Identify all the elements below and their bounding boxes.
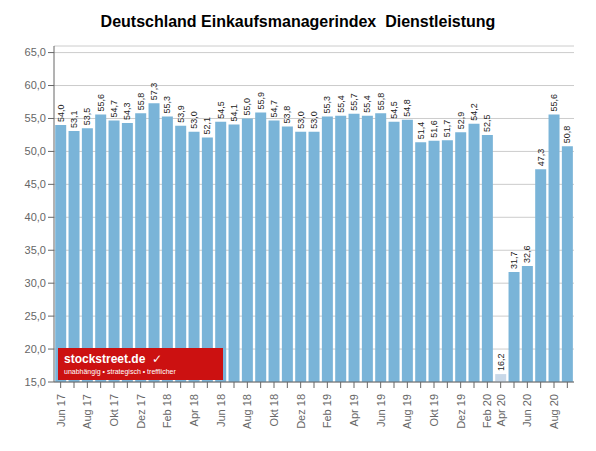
svg-text:57,3: 57,3 bbox=[149, 83, 159, 101]
svg-text:45,0: 45,0 bbox=[25, 178, 46, 190]
svg-text:55,3: 55,3 bbox=[162, 96, 172, 114]
svg-text:51,6: 51,6 bbox=[429, 120, 439, 138]
svg-text:53,1: 53,1 bbox=[69, 110, 79, 128]
svg-text:20,0: 20,0 bbox=[25, 343, 46, 355]
svg-text:53,9: 53,9 bbox=[176, 105, 186, 123]
svg-text:52,9: 52,9 bbox=[456, 112, 466, 130]
svg-text:55,4: 55,4 bbox=[362, 95, 372, 113]
svg-text:Feb 18: Feb 18 bbox=[161, 394, 173, 428]
svg-text:54,7: 54,7 bbox=[109, 100, 119, 118]
svg-text:Jun 19: Jun 19 bbox=[375, 394, 387, 427]
svg-text:54,3: 54,3 bbox=[122, 103, 132, 121]
svg-text:Aug 19: Aug 19 bbox=[401, 394, 413, 429]
svg-text:16,2: 16,2 bbox=[496, 354, 506, 372]
svg-text:30,0: 30,0 bbox=[25, 277, 46, 289]
svg-text:55,4: 55,4 bbox=[336, 95, 346, 113]
svg-text:40,0: 40,0 bbox=[25, 211, 46, 223]
svg-text:54,2: 54,2 bbox=[469, 103, 479, 121]
svg-text:54,5: 54,5 bbox=[216, 101, 226, 119]
svg-text:Aug 20: Aug 20 bbox=[548, 394, 560, 429]
svg-text:Okt 19: Okt 19 bbox=[428, 394, 440, 426]
svg-text:Okt 17: Okt 17 bbox=[108, 394, 120, 426]
svg-text:53,0: 53,0 bbox=[309, 111, 319, 129]
svg-text:Jun 17: Jun 17 bbox=[55, 394, 67, 427]
svg-text:54,0: 54,0 bbox=[56, 105, 66, 123]
svg-text:15,0: 15,0 bbox=[25, 376, 46, 388]
svg-text:55,6: 55,6 bbox=[96, 94, 106, 112]
svg-text:31,7: 31,7 bbox=[509, 251, 519, 269]
svg-text:Feb 20: Feb 20 bbox=[481, 394, 493, 428]
html-text:unabhängig • strategisch • tre: unabhängig • strategisch • trefflicher bbox=[64, 368, 176, 375]
svg-text:Aug 17: Aug 17 bbox=[81, 394, 93, 429]
svg-text:50,0: 50,0 bbox=[25, 145, 46, 157]
svg-text:53,5: 53,5 bbox=[82, 108, 92, 126]
svg-text:25,0: 25,0 bbox=[25, 310, 46, 322]
svg-text:53,0: 53,0 bbox=[296, 111, 306, 129]
svg-text:Dez 19: Dez 19 bbox=[455, 394, 467, 429]
svg-text:54,8: 54,8 bbox=[402, 99, 412, 117]
svg-text:Apr 18: Apr 18 bbox=[188, 394, 200, 426]
svg-text:52,5: 52,5 bbox=[482, 114, 492, 132]
svg-text:Okt 18: Okt 18 bbox=[268, 394, 280, 426]
svg-text:54,1: 54,1 bbox=[229, 104, 239, 122]
svg-text:51,7: 51,7 bbox=[442, 120, 452, 138]
svg-text:47,3: 47,3 bbox=[536, 149, 546, 167]
svg-text:Aug 18: Aug 18 bbox=[241, 394, 253, 429]
svg-text:Dez 17: Dez 17 bbox=[135, 394, 147, 429]
svg-text:55,0: 55,0 bbox=[242, 98, 252, 116]
svg-text:Apr 20: Apr 20 bbox=[495, 394, 507, 426]
svg-text:50,8: 50,8 bbox=[562, 126, 572, 144]
svg-text:55,6: 55,6 bbox=[549, 94, 559, 112]
svg-text:60,0: 60,0 bbox=[25, 79, 46, 91]
svg-text:Feb 19: Feb 19 bbox=[321, 394, 333, 428]
svg-text:55,0: 55,0 bbox=[25, 112, 46, 124]
svg-text:55,8: 55,8 bbox=[136, 93, 146, 111]
svg-text:55,9: 55,9 bbox=[256, 92, 266, 110]
svg-text:65,0: 65,0 bbox=[25, 46, 46, 58]
svg-text:52,1: 52,1 bbox=[202, 117, 212, 135]
svg-text:53,0: 53,0 bbox=[189, 111, 199, 129]
svg-text:54,7: 54,7 bbox=[269, 100, 279, 118]
svg-text:35,0: 35,0 bbox=[25, 244, 46, 256]
svg-text:53,8: 53,8 bbox=[282, 106, 292, 124]
html-text:Deutschland Einkaufsmanagerind: Deutschland Einkaufsmanagerindex Dienstl… bbox=[100, 13, 496, 30]
svg-text:55,3: 55,3 bbox=[322, 96, 332, 114]
html-text:stockstreet.de ✓: stockstreet.de ✓ bbox=[64, 352, 163, 366]
svg-text:Dez 18: Dez 18 bbox=[295, 394, 307, 429]
svg-text:Jun 18: Jun 18 bbox=[215, 394, 227, 427]
svg-text:55,7: 55,7 bbox=[349, 93, 359, 111]
svg-text:51,4: 51,4 bbox=[416, 122, 426, 140]
svg-text:32,6: 32,6 bbox=[522, 246, 532, 264]
svg-text:Apr 19: Apr 19 bbox=[348, 394, 360, 426]
svg-text:54,5: 54,5 bbox=[389, 101, 399, 119]
svg-text:55,8: 55,8 bbox=[376, 93, 386, 111]
svg-text:Jun 20: Jun 20 bbox=[521, 394, 533, 427]
